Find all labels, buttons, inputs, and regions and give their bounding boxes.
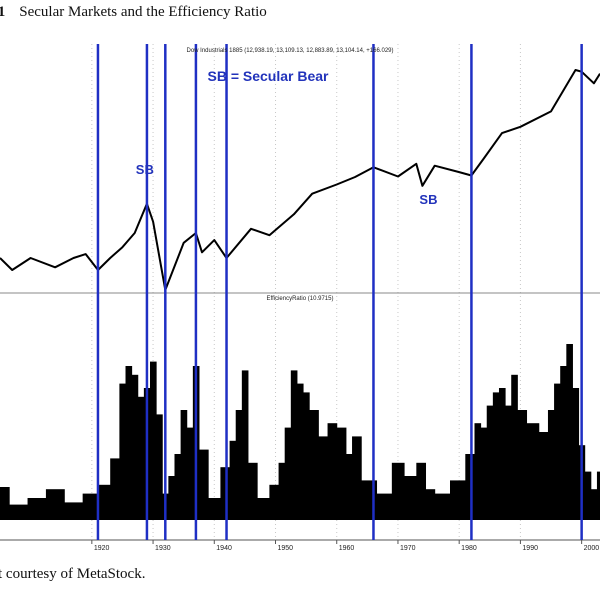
- efficiency-bar-1911: [27, 498, 47, 520]
- efficiency-bar-1926: [125, 366, 133, 520]
- x-tick-label-1930: 1930: [155, 545, 171, 552]
- efficiency-bar-1996: [554, 383, 561, 520]
- efficiency-bar-1925: [119, 383, 127, 520]
- efficiency-bar-1917: [64, 502, 84, 520]
- dow-industrials-line: [0, 69, 600, 291]
- efficiency-bar-1908: [9, 504, 29, 520]
- efficiency-bar-1977: [434, 493, 451, 520]
- efficiency-bar-1956: [309, 410, 319, 520]
- figure-title-text: Secular Markets and the Efficiency Ratio: [19, 4, 267, 20]
- vertical-markers: [96, 44, 583, 540]
- efficiency-bar-1975: [425, 489, 436, 520]
- efficiency-bar-1924: [110, 458, 120, 520]
- efficiency-bar-1945: [241, 370, 249, 520]
- x-tick-label-1940: 1940: [216, 545, 232, 552]
- efficiency-bar-1948: [257, 498, 270, 520]
- efficiency-bar-1974: [416, 462, 427, 520]
- annotation-sb-1929: SB: [136, 162, 154, 177]
- x-tick-label-2000: 2000: [584, 545, 600, 552]
- efficiency-ratio-bars: [0, 344, 600, 520]
- figure-title: .1 Secular Markets and the Efficiency Rat…: [0, 4, 267, 21]
- efficiency-bar-1920: [82, 493, 99, 520]
- efficiency-bar-1933: [168, 476, 175, 520]
- efficiency-bar-1982: [465, 454, 475, 520]
- x-tick-label-1980: 1980: [461, 545, 477, 552]
- efficiency-bar-2002: [590, 489, 598, 520]
- efficiency-bar-1930: [150, 361, 157, 520]
- efficiency-bar-2001: [584, 471, 592, 520]
- efficiency-bar-1994: [538, 432, 549, 520]
- efficiency-bar-1989: [511, 374, 518, 520]
- price-pane-title: Dow Industrials 1885 (12,938.19, 13,109.…: [187, 48, 394, 54]
- efficiency-bar-1914: [45, 489, 65, 520]
- efficiency-bar-1942: [220, 467, 231, 520]
- efficiency-bar-1985: [486, 405, 494, 520]
- efficiency-bar-1972: [404, 476, 417, 520]
- x-tick-label-1970: 1970: [400, 545, 416, 552]
- efficiency-bar-1934: [174, 454, 182, 520]
- legend-note: SB = Secular Bear: [207, 68, 329, 84]
- efficiency-bar-1938: [198, 449, 209, 520]
- efficiency-bar-1990: [517, 410, 528, 520]
- efficiency-bar-1946: [247, 462, 258, 520]
- efficiency-bar-1936: [186, 427, 194, 520]
- efficiency-bar-1959: [327, 423, 338, 520]
- efficiency-bar-1961: [336, 427, 347, 520]
- efficiency-bar-1970: [391, 462, 405, 520]
- x-tick-label-1920: 1920: [94, 545, 110, 552]
- efficiency-bar-1983: [474, 423, 482, 520]
- efficiency-bar-1931: [156, 414, 163, 520]
- efficiency-bar-1984: [480, 427, 488, 520]
- efficiency-bar-1943: [229, 440, 237, 520]
- efficiency-bar-1998: [566, 344, 573, 520]
- figure-number: .1: [0, 4, 6, 20]
- efficiency-bar-1962: [345, 454, 353, 520]
- efficiency-bar-1988: [505, 405, 512, 520]
- efficiency-bar-1905: [0, 487, 10, 520]
- annotation-sb-1974: SB: [419, 192, 437, 207]
- x-tick-label-1990: 1990: [522, 545, 538, 552]
- efficiency-bar-1997: [560, 366, 567, 520]
- efficiency-bar-1952: [284, 427, 292, 520]
- efficiency-bar-1968: [376, 493, 393, 520]
- efficiency-bar-1963: [352, 436, 362, 520]
- efficiency-bar-1987: [498, 388, 506, 520]
- efficiency-bar-1953: [290, 370, 298, 520]
- efficiency-bar-1980: [450, 480, 466, 520]
- efficiency-bar-2003: [596, 471, 600, 520]
- efficiency-bar-1944: [235, 410, 243, 520]
- efficiency-bar-1999: [572, 388, 580, 520]
- efficiency-bar-1928: [137, 396, 145, 520]
- efficiency-bar-1955: [303, 392, 310, 520]
- efficiency-bar-1995: [547, 410, 555, 520]
- efficiency-bar-1950: [269, 484, 280, 520]
- efficiency-bar-1954: [296, 383, 304, 520]
- x-tick-label-1960: 1960: [339, 545, 355, 552]
- figure-caption: t courtesy of MetaStock.: [0, 566, 146, 582]
- efficiency-bar-1986: [492, 392, 500, 520]
- efficiency-bar-1927: [131, 374, 139, 520]
- efficiency-bar-1992: [526, 423, 540, 520]
- efficiency-bar-1935: [180, 410, 188, 520]
- efficiency-bar-1958: [318, 436, 329, 520]
- efficiency-bar-1922: [97, 484, 111, 520]
- x-axis-ticks: 1920 1930 1940 1950 1960 1970 1980 1990 2000: [91, 540, 600, 552]
- x-tick-label-1950: 1950: [278, 545, 294, 552]
- efficiency-bar-1951: [278, 462, 286, 520]
- efficiency-bar-1940: [208, 498, 221, 520]
- efficiency-pane-title: EfficiencyRatio (10.9715): [267, 296, 334, 302]
